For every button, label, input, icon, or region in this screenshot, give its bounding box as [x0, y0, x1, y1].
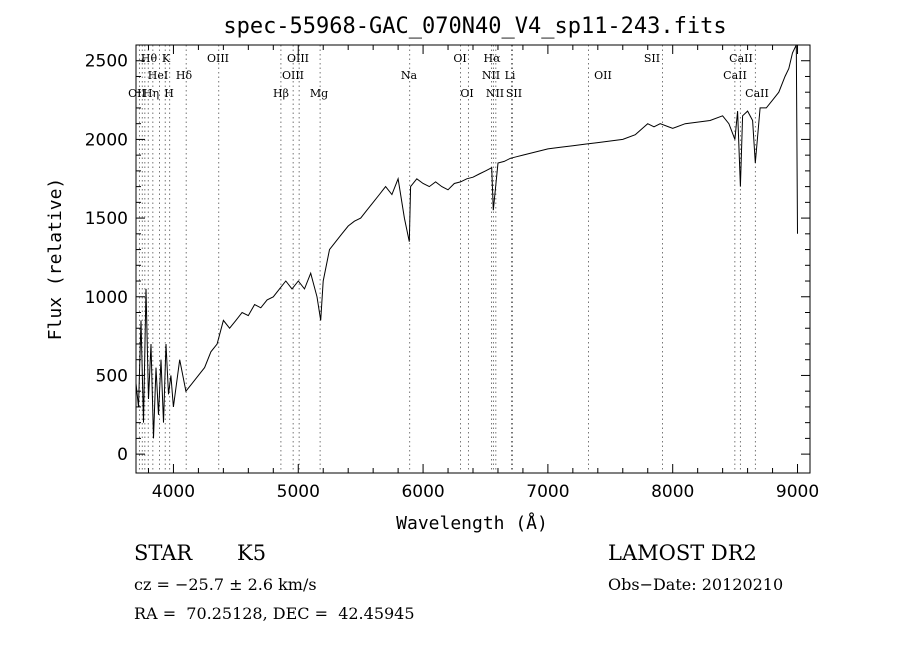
spectral-line-markers: [138, 45, 756, 473]
axis-ticks: 4000 5000 6000 7000 8000 9000 0 500 1000 1500 2000…: [85, 45, 819, 502]
x-tick-label: 6000: [401, 482, 444, 502]
y-tick-label: 2500: [85, 52, 128, 72]
y-tick-label: 2000: [85, 130, 128, 150]
survey-name: LAMOST DR2: [608, 541, 757, 565]
x-tick-label: 4000: [152, 482, 195, 502]
spectral-line-label: OII: [128, 87, 146, 100]
spectral-line-label: CaII: [729, 52, 753, 65]
spectral-line-label: OIII: [287, 52, 309, 65]
x-tick-label: 5000: [277, 482, 320, 502]
spectrum-series-line: [135, 44, 798, 439]
x-axis-label: Wavelength (Å): [396, 512, 548, 534]
object-subclass: K5: [237, 541, 267, 565]
x-tick-label: 7000: [526, 482, 569, 502]
spectral-line-label: Hη: [143, 87, 159, 100]
x-tick-label: 8000: [651, 482, 694, 502]
y-tick-label: 1500: [85, 209, 128, 229]
spectral-line-label: SII: [644, 52, 660, 65]
spectral-line-label: NII: [486, 87, 504, 100]
y-tick-label: 0: [117, 445, 128, 465]
coordinates-readout: RA = 70.25128, DEC = 42.45945: [134, 604, 415, 623]
chart-title: spec-55968-GAC_070N40_V4_sp11-243.fits: [223, 14, 726, 39]
spectral-line-label: Mg: [310, 87, 328, 100]
x-tick-label: 9000: [776, 482, 819, 502]
spectral-line-label: Li: [505, 69, 516, 82]
y-tick-label: 1000: [85, 288, 128, 308]
plot-frame: [135, 44, 811, 474]
spectral-line-label: NII: [482, 69, 500, 82]
object-class: STAR: [134, 541, 193, 565]
spectral-line-label: Hθ: [141, 52, 158, 65]
spectral-line-label: Na: [401, 69, 418, 82]
spectral-line-label: OII: [594, 69, 612, 82]
spectral-line-label: Hα: [483, 52, 501, 65]
spectral-line-label: Hβ: [273, 87, 289, 100]
spectral-line-label: HeI: [148, 69, 168, 82]
spectral-line-label: K: [162, 52, 171, 65]
spectral-line-label: CaII: [745, 87, 769, 100]
velocity-readout: cz = −25.7 ± 2.6 km/s: [134, 575, 317, 594]
spectral-line-label: OI: [453, 52, 466, 65]
spectral-line-label: OIII: [282, 69, 304, 82]
observation-date: Obs−Date: 20120210: [608, 575, 784, 594]
spectral-line-label: H: [164, 87, 174, 100]
spectral-line-label: Hδ: [176, 69, 193, 82]
spectral-line-label: SII: [506, 87, 522, 100]
y-axis-label: Flux (relative): [45, 178, 66, 341]
spectral-line-label: OIII: [207, 52, 229, 65]
spectral-line-label: OI: [460, 87, 473, 100]
spectral-line-label: CaII: [723, 69, 747, 82]
y-tick-label: 500: [96, 366, 128, 386]
